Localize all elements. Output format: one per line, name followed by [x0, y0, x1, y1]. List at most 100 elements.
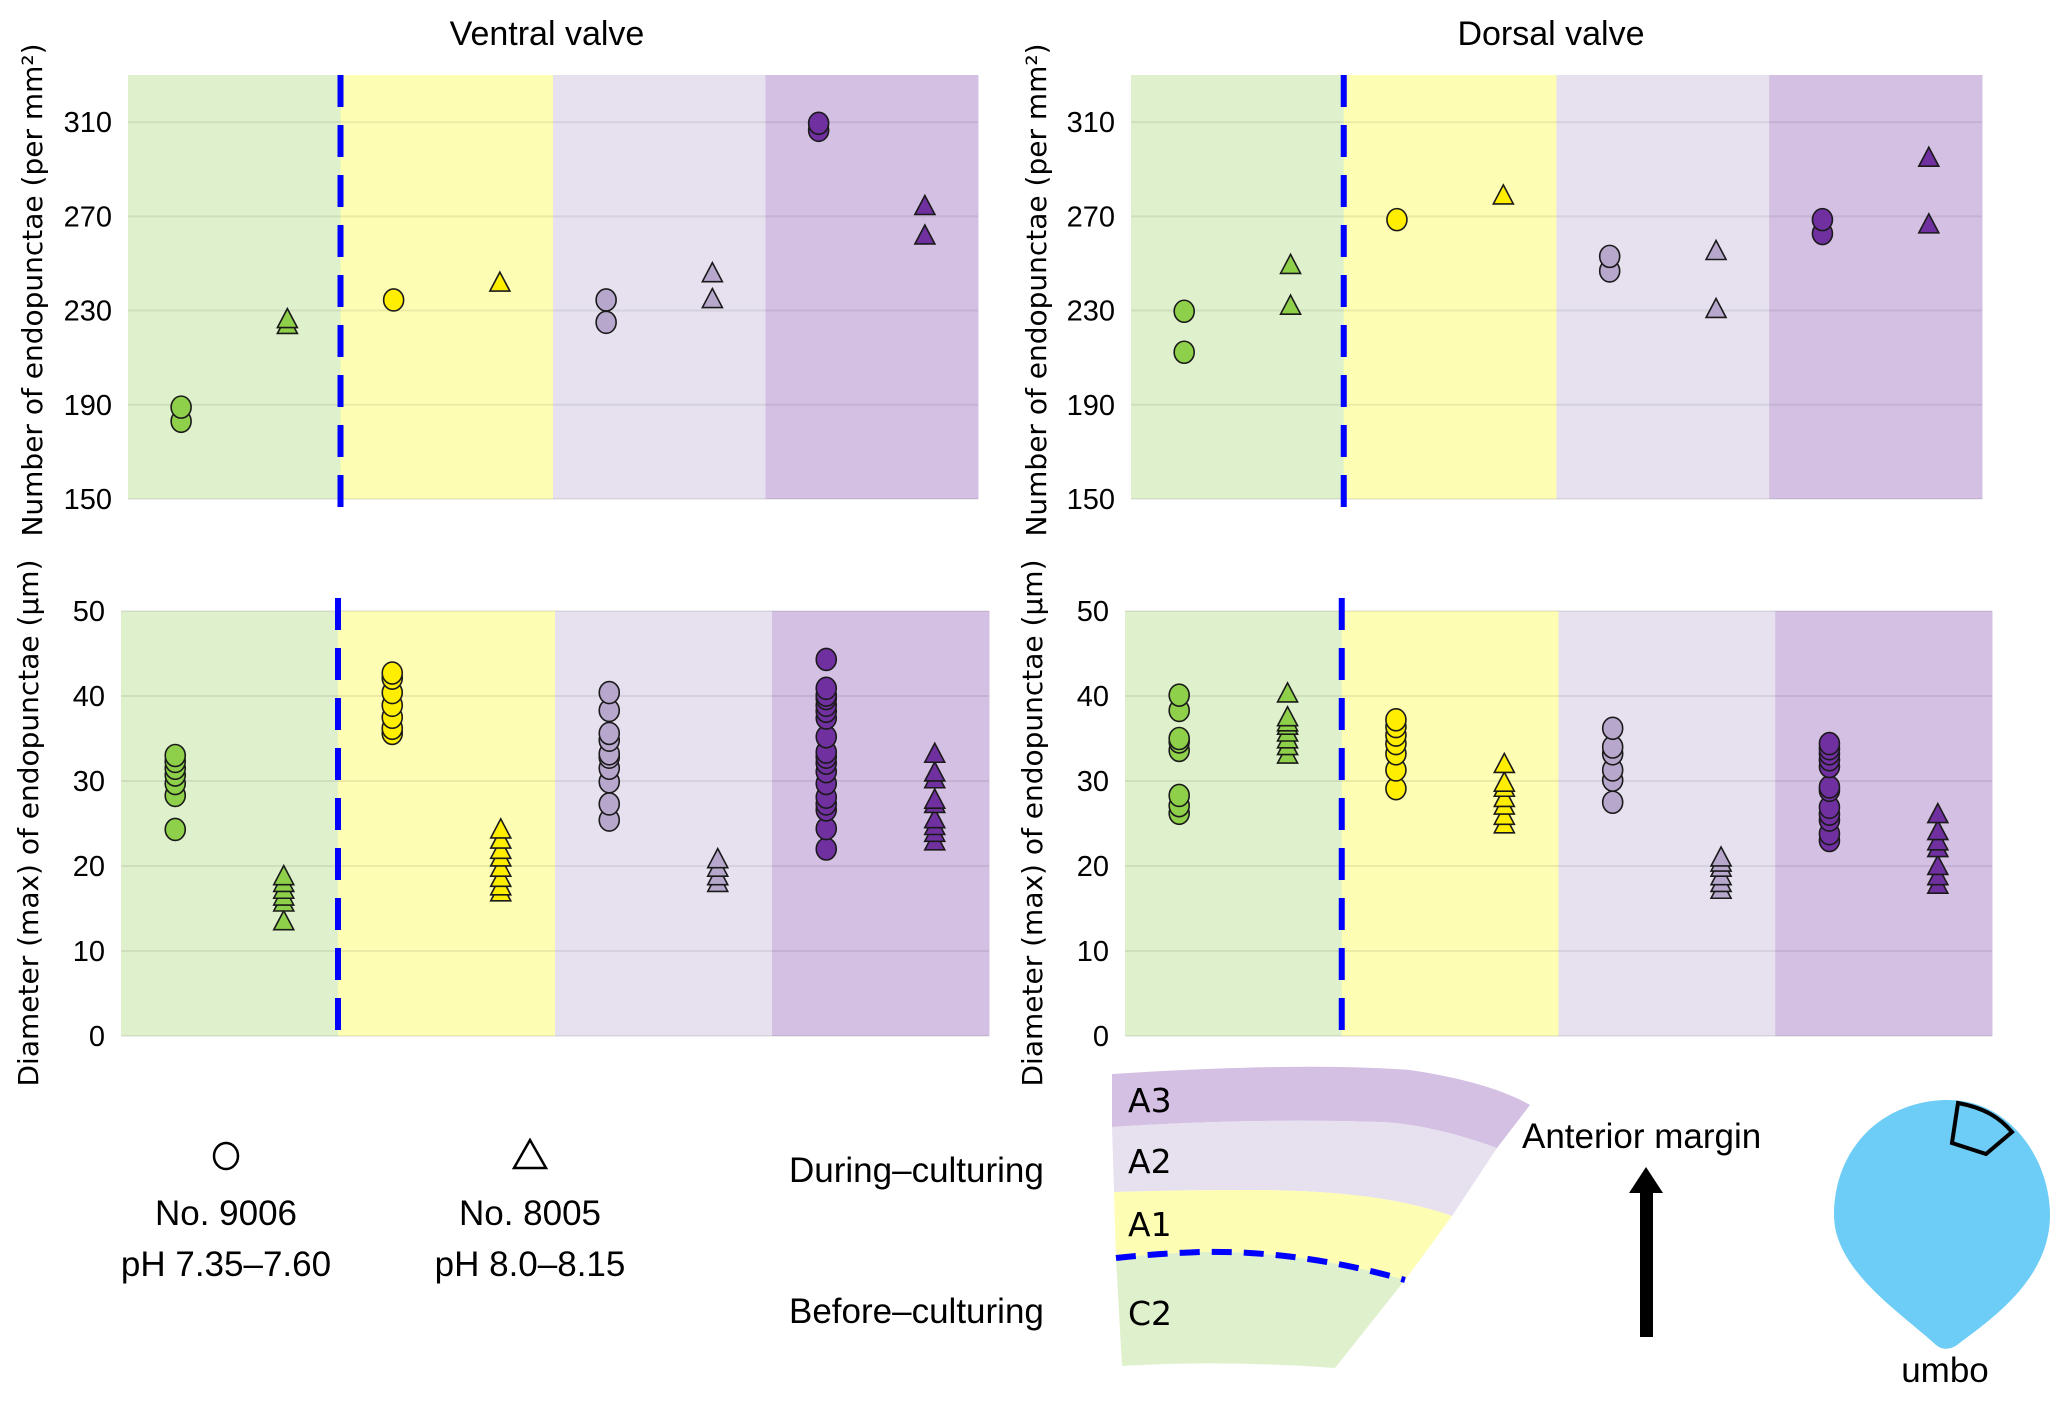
- data-point-circle: [1168, 726, 1190, 751]
- data-point-circle: [1811, 207, 1834, 232]
- region-C2: [1125, 611, 1343, 1036]
- data-point-circle: [598, 721, 621, 746]
- data-point-triangle: [272, 908, 296, 931]
- data-point-triangle: [1279, 293, 1302, 315]
- data-point-triangle: [276, 306, 299, 329]
- y-tick-label: 190: [1067, 390, 1115, 422]
- band-label-C2: C2: [1128, 1294, 1172, 1333]
- circle-symbol-icon: [212, 1141, 240, 1171]
- data-point-triangle: [923, 806, 947, 829]
- growth-band-diagram: A3 A2 A1 C2: [1112, 1066, 1530, 1368]
- data-point-circle: [815, 676, 838, 701]
- data-point-triangle: [1492, 770, 1516, 792]
- dorsal-valve-title: Dorsal valve: [1457, 15, 1644, 53]
- data-point-triangle: [701, 260, 724, 283]
- y-tick-label: 10: [1077, 936, 1109, 968]
- band-A3: [1112, 1066, 1530, 1148]
- data-point-circle: [815, 647, 838, 672]
- dorsal-count-panel: 150 190 230 270 310: [1067, 75, 1983, 516]
- data-point-triangle: [1279, 252, 1302, 275]
- data-point-triangle: [1926, 801, 1950, 824]
- y-tick-label: 0: [89, 1021, 105, 1053]
- data-point-circle: [1386, 207, 1408, 232]
- data-point-triangle: [488, 270, 512, 292]
- data-point-triangle: [1917, 145, 1941, 168]
- region-A1: [1341, 611, 1559, 1036]
- anterior-margin-label: Anterior margin: [1522, 1117, 1761, 1156]
- dorsal-count-ylabel: Number of endopunctae (per mm²): [1020, 43, 1053, 536]
- arrow-up-icon: [1629, 1167, 1663, 1337]
- culturing-start-divider: [1115, 1248, 1406, 1283]
- data-point-triangle: [923, 787, 947, 809]
- data-point-triangle: [706, 846, 730, 869]
- region-A1: [340, 75, 554, 499]
- y-tick-label: 30: [1077, 766, 1109, 798]
- y-tick-label: 310: [1067, 107, 1115, 139]
- data-point-triangle: [923, 760, 947, 782]
- band-C2: [1116, 1251, 1405, 1368]
- data-point-circle: [164, 817, 187, 842]
- data-point-triangle: [1704, 238, 1728, 261]
- y-tick-label: 10: [73, 936, 105, 968]
- data-point-triangle: [913, 193, 937, 216]
- band-label-A2: A2: [1128, 1142, 1172, 1181]
- legend-series-condition: pH 7.35–7.60: [121, 1245, 331, 1284]
- before-culturing-label: Before–culturing: [789, 1292, 1044, 1331]
- data-point-triangle: [1276, 704, 1299, 727]
- umbo-label: umbo: [1901, 1351, 1989, 1390]
- legend-series-name: No. 8005: [459, 1194, 601, 1233]
- data-point-triangle: [1491, 183, 1515, 205]
- y-tick-label: 230: [1067, 296, 1115, 328]
- region-C2: [128, 75, 341, 499]
- data-point-circle: [382, 288, 405, 312]
- band-A1: [1114, 1190, 1452, 1280]
- data-point-circle: [1601, 790, 1624, 815]
- region-A2: [1558, 611, 1776, 1036]
- data-point-triangle: [701, 286, 724, 309]
- y-tick-label: 270: [1067, 201, 1115, 233]
- data-point-triangle: [1704, 296, 1728, 319]
- region-A3: [1775, 611, 1993, 1036]
- data-point-circle: [164, 743, 187, 768]
- y-tick-label: 190: [64, 390, 112, 422]
- ventral-diameter-ylabel: Diameter (max) of endopunctae (µm): [12, 560, 45, 1087]
- ventral-valve-title: Ventral valve: [450, 15, 645, 53]
- region-A2: [553, 75, 766, 499]
- data-point-triangle: [1492, 751, 1516, 774]
- data-point-triangle: [913, 223, 937, 245]
- data-point-circle: [815, 837, 838, 861]
- data-point-circle: [1601, 716, 1624, 741]
- dorsal-diameter-ylabel: Diameter (max) of endopunctae (µm): [1016, 560, 1049, 1087]
- y-tick-label: 40: [1077, 681, 1109, 713]
- y-tick-label: 50: [73, 596, 105, 628]
- ventral-diameter-panel: 0 10 20 30 40 50: [73, 596, 990, 1053]
- ventral-count-ylabel: Number of endopunctae (per mm²): [16, 43, 49, 536]
- data-point-circle: [595, 288, 617, 312]
- data-point-circle: [807, 111, 830, 136]
- data-point-circle: [595, 310, 617, 335]
- data-point-circle: [1818, 731, 1841, 756]
- data-point-triangle: [1926, 853, 1950, 876]
- dorsal-diameter-panel: 0 10 20 30 40 50: [1077, 596, 1993, 1053]
- data-point-circle: [598, 680, 621, 705]
- data-point-triangle: [1917, 212, 1941, 234]
- legend-series-condition: pH 8.0–8.15: [435, 1245, 626, 1284]
- band-label-A3: A3: [1128, 1081, 1172, 1120]
- data-point-triangle: [1276, 681, 1299, 703]
- band-A2: [1112, 1120, 1497, 1216]
- legend-series-name: No. 9006: [155, 1194, 297, 1233]
- region-A1: [338, 611, 556, 1036]
- y-tick-label: 20: [73, 851, 105, 883]
- data-point-triangle: [272, 863, 296, 886]
- y-tick-label: 50: [1077, 596, 1109, 628]
- data-point-circle: [1168, 683, 1190, 707]
- data-point-circle: [1598, 244, 1621, 269]
- data-point-circle: [1173, 299, 1195, 324]
- data-point-triangle: [923, 741, 947, 764]
- y-tick-label: 150: [64, 484, 112, 516]
- y-tick-label: 40: [73, 681, 105, 713]
- y-tick-label: 20: [1077, 851, 1109, 883]
- data-point-circle: [598, 792, 621, 816]
- region-C2: [121, 611, 339, 1036]
